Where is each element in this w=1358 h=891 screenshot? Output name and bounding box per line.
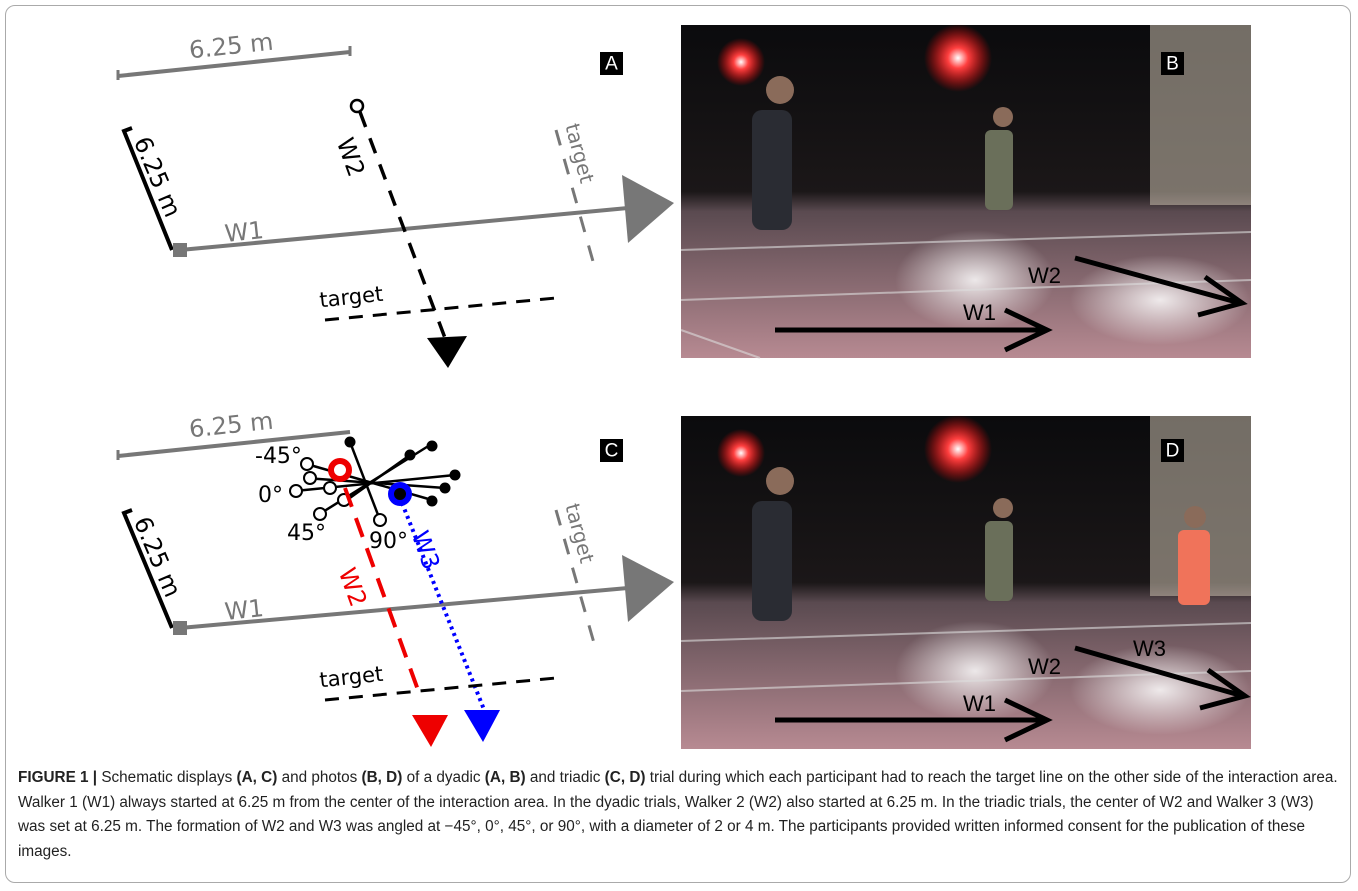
walker-2: W2 — [1028, 654, 1061, 679]
walker-1: W1 — [963, 300, 996, 325]
caption-text: trial during which each participant had … — [18, 769, 1338, 860]
side-length: 6.25 m — [128, 513, 187, 602]
panel-c: 6.25 m 6.25 m W1 target -45° 0° 45° 90° … — [116, 407, 674, 747]
caption-text: of a dyadic — [406, 769, 481, 786]
walker-1: W1 — [223, 594, 265, 626]
caption-ref: (A, C) — [236, 769, 278, 786]
caption-text: and photos — [281, 769, 358, 786]
caption-label: FIGURE 1 | — [18, 769, 98, 786]
figure-frame — [5, 5, 1351, 883]
top-length: 6.25 m — [188, 407, 275, 444]
panel-letter: C — [605, 441, 619, 462]
panel-d: W1 W2 W3 D — [680, 415, 1252, 749]
caption-ref: (A, B) — [484, 769, 526, 786]
caption-ref: (B, D) — [361, 769, 403, 786]
walker-3: W3 — [406, 527, 446, 573]
panel-a: 6.25 m 6.25 m W1 target W2 target A — [116, 28, 674, 368]
angle-label: 0° — [258, 483, 283, 508]
walker-3: W3 — [1133, 636, 1166, 661]
walker-1: W1 — [963, 691, 996, 716]
walker-2: W2 — [331, 134, 371, 180]
panel-letter: D — [1166, 441, 1180, 462]
angle-label: -45° — [255, 444, 302, 469]
target-bottom: target — [318, 662, 384, 693]
panel-letter: B — [1166, 54, 1179, 75]
walker-1: W1 — [223, 216, 265, 248]
panel-b: W1 W2 B — [680, 24, 1252, 359]
target-bottom: target — [318, 282, 384, 313]
walker-2: W2 — [1028, 263, 1061, 288]
angle-label: 90° — [369, 529, 408, 554]
caption-text: Schematic displays — [101, 769, 233, 786]
caption: FIGURE 1 | Schematic displays (A, C) and… — [18, 766, 1343, 864]
angle-label: 45° — [287, 521, 326, 546]
caption-text: and triadic — [529, 769, 601, 786]
target-right: target — [560, 501, 599, 566]
side-length: 6.25 m — [128, 133, 187, 222]
top-length: 6.25 m — [188, 28, 275, 65]
panel-letter: A — [605, 54, 618, 75]
caption-ref: (C, D) — [604, 769, 646, 786]
target-right: target — [560, 121, 599, 186]
figure: 6.25 m 6.25 m W1 target W2 target A W1 W… — [116, 24, 1252, 749]
walker-2: W2 — [333, 564, 373, 610]
